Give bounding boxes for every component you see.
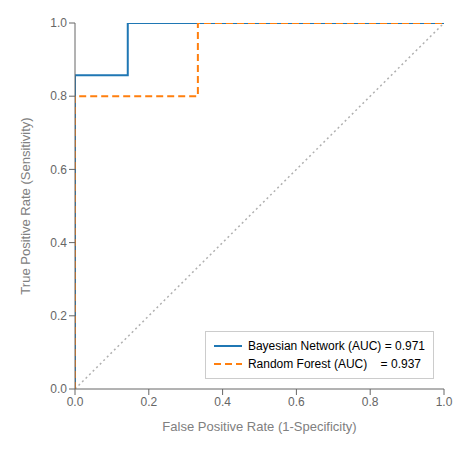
svg-text:0.6: 0.6 — [50, 163, 67, 177]
svg-text:0.8: 0.8 — [362, 395, 379, 409]
svg-text:0.0: 0.0 — [67, 395, 84, 409]
svg-text:0.8: 0.8 — [50, 89, 67, 103]
svg-text:0.4: 0.4 — [214, 395, 231, 409]
svg-text:0.0: 0.0 — [50, 382, 67, 396]
svg-text:False Positive Rate (1-Specifi: False Positive Rate (1-Specificity) — [162, 419, 356, 434]
svg-text:0.2: 0.2 — [50, 309, 67, 323]
svg-text:True Positive Rate (Sensitivit: True Positive Rate (Sensitivity) — [18, 117, 33, 294]
html-text:Bayesian Network (AUC) = 0.971: Bayesian Network (AUC) = 0.971 — [247, 339, 425, 353]
svg-text:0.6: 0.6 — [288, 395, 305, 409]
svg-text:1.0: 1.0 — [50, 16, 67, 30]
html-text:Random Forest (AUC) = 0.937: Random Forest (AUC) = 0.937 — [247, 357, 421, 371]
svg-text:0.4: 0.4 — [50, 236, 67, 250]
svg-text:0.2: 0.2 — [140, 395, 157, 409]
svg-text:1.0: 1.0 — [436, 395, 453, 409]
